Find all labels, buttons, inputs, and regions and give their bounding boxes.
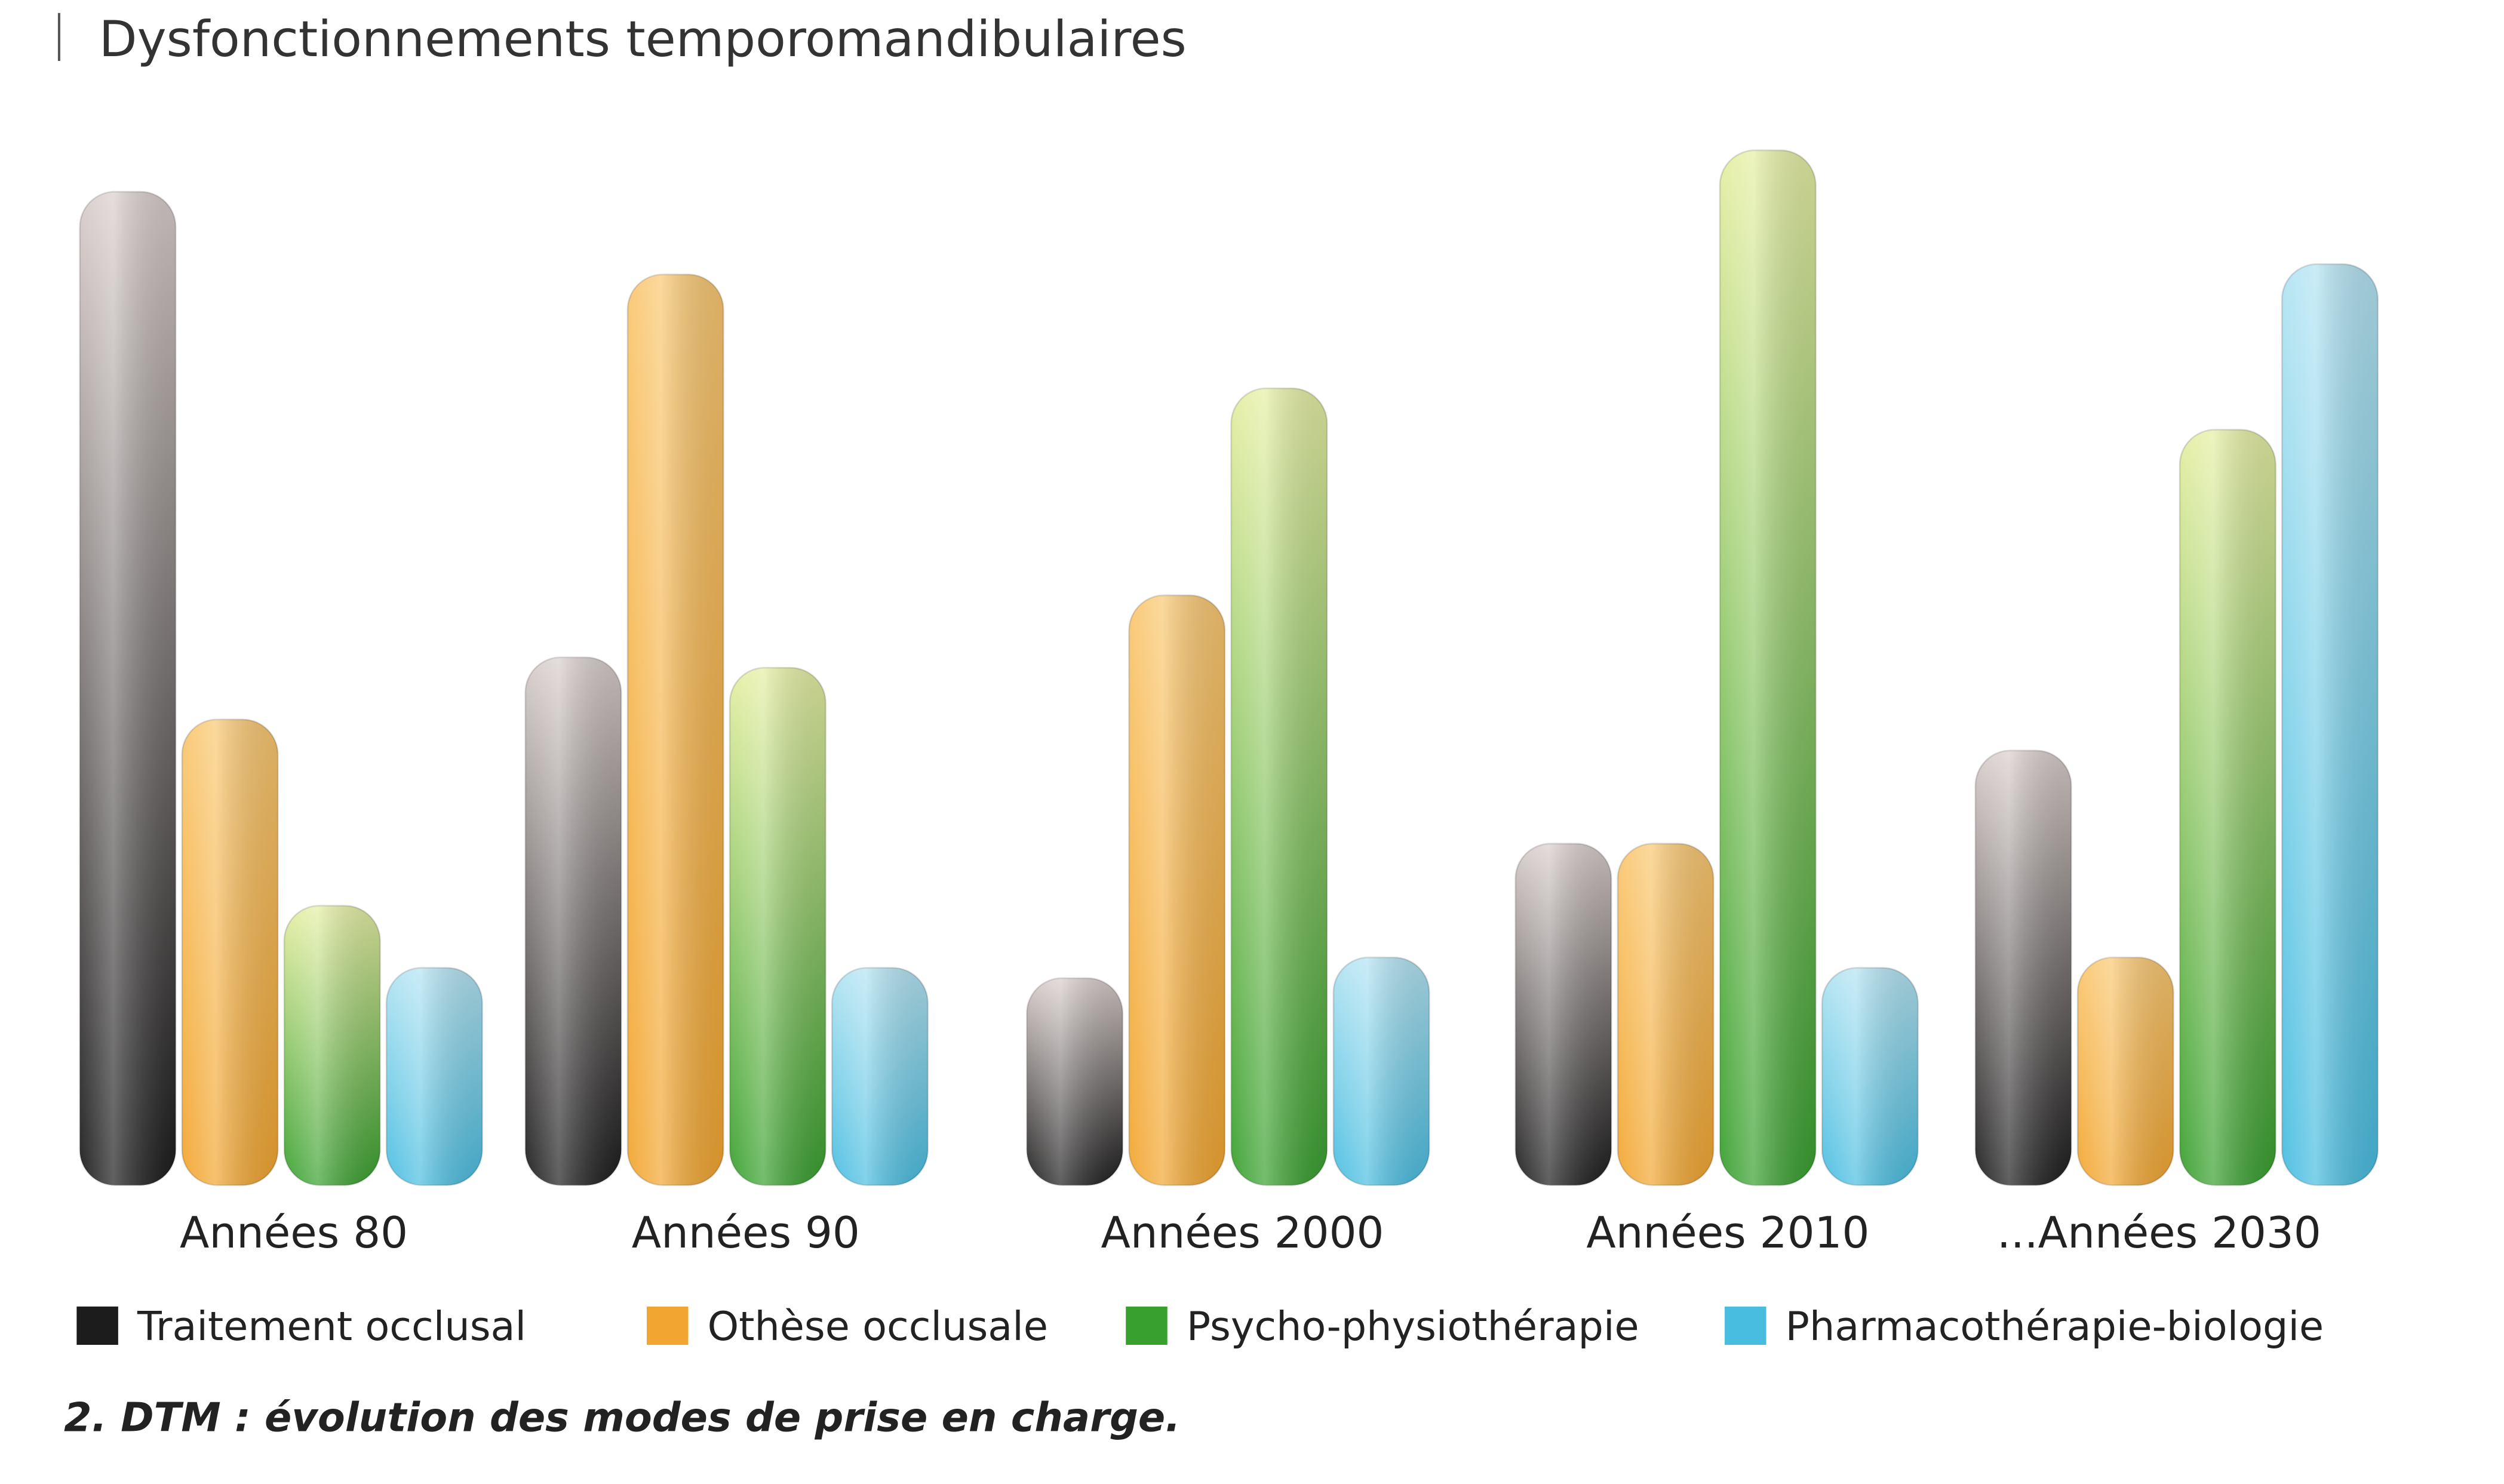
bar-shading bbox=[1027, 978, 1123, 1185]
figure-caption: 2. DTM : évolution des modes de prise en… bbox=[64, 1394, 1181, 1440]
category-label: ...Années 2030 bbox=[1997, 1208, 2321, 1258]
bar-shading bbox=[1129, 595, 1225, 1185]
legend-swatch bbox=[647, 1306, 689, 1345]
legend-swatch bbox=[1725, 1306, 1766, 1345]
bar-shading bbox=[1720, 150, 1816, 1185]
category-labels: Années 80 Années 90 Années 2000 Années 2010… bbox=[180, 1208, 2321, 1258]
bar-shading bbox=[1617, 843, 1714, 1185]
bar-shading bbox=[832, 967, 928, 1185]
bar-shading bbox=[2078, 957, 2174, 1185]
category-label: Années 2010 bbox=[1586, 1208, 1869, 1258]
legend-label: Psycho-physiothérapie bbox=[1187, 1303, 1639, 1350]
bars-group bbox=[79, 149, 2379, 1186]
bar-shading bbox=[1333, 957, 1430, 1185]
bar-shading bbox=[2282, 264, 2378, 1185]
legend-swatch bbox=[76, 1306, 118, 1345]
bar-shading bbox=[386, 967, 483, 1185]
legend-label: Traitement occlusal bbox=[137, 1303, 526, 1350]
legend-label: Othèse occlusale bbox=[708, 1303, 1048, 1350]
bar-shading bbox=[182, 719, 278, 1185]
bar-shading bbox=[284, 905, 380, 1185]
legend: Traitement occlusal Othèse occlusale Psych… bbox=[76, 1303, 2324, 1350]
category-label: Années 90 bbox=[632, 1208, 860, 1258]
category-label: Années 80 bbox=[180, 1208, 408, 1258]
bar-shading bbox=[1822, 967, 1918, 1185]
bar-shading bbox=[79, 192, 176, 1185]
bar-shading bbox=[1231, 388, 1328, 1185]
bar-shading bbox=[627, 274, 724, 1185]
category-label: Années 2000 bbox=[1101, 1208, 1384, 1258]
legend-swatch bbox=[1126, 1306, 1167, 1345]
bar-shading bbox=[730, 668, 826, 1185]
bar-shading bbox=[1515, 843, 1612, 1185]
chart-title: Dysfonctionnements temporomandibulaires bbox=[99, 10, 1187, 68]
bar-shading bbox=[525, 657, 622, 1185]
legend-label: Pharmacothérapie-biologie bbox=[1786, 1303, 2324, 1350]
bar-shading bbox=[1975, 750, 2072, 1185]
bar-shading bbox=[2180, 429, 2276, 1185]
